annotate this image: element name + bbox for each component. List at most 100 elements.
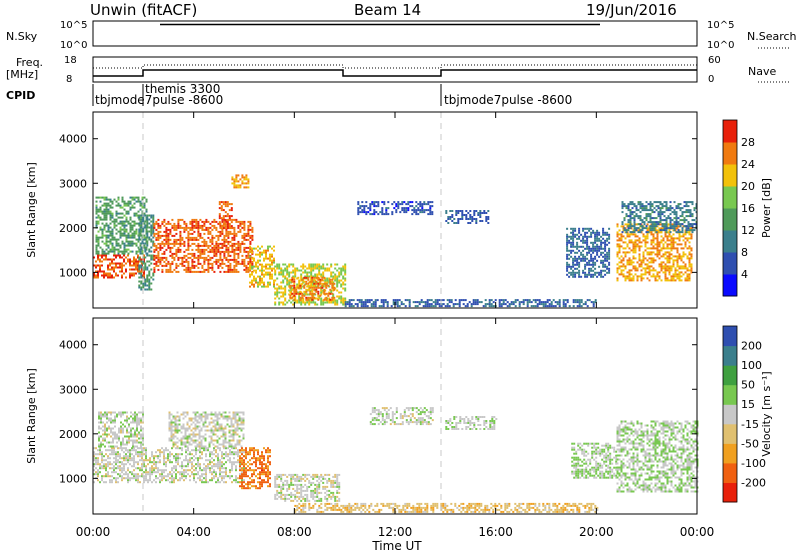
power-cell [175, 228, 178, 231]
power-cell [138, 214, 141, 217]
power-cell [336, 301, 339, 304]
power-cell [211, 266, 214, 269]
power-cell [298, 299, 301, 302]
power-cell [161, 240, 164, 243]
power-cell [239, 248, 242, 251]
velocity-cell [115, 471, 117, 474]
velocity-cell [131, 473, 133, 476]
power-cell [97, 256, 99, 259]
power-cell [193, 266, 196, 269]
velocity-cell [169, 461, 171, 464]
power-cell [144, 288, 147, 291]
power-cell [465, 214, 468, 216]
velocity-cell [112, 411, 114, 414]
power-cell [634, 243, 637, 246]
power-cell [322, 263, 325, 266]
power-cell [639, 215, 642, 218]
power-cell [649, 205, 652, 208]
velocity-cell [101, 451, 103, 454]
power-cell [213, 226, 216, 229]
power-cell [203, 220, 206, 223]
velocity-cell [195, 469, 197, 472]
power-cell [550, 301, 553, 304]
velocity-cell [177, 463, 179, 466]
power-colorbar-swatch [723, 186, 737, 209]
velocity-cell [99, 467, 101, 470]
power-cell [540, 303, 543, 306]
velocity-cell [221, 451, 223, 454]
velocity-cell [123, 457, 125, 460]
power-cell [105, 256, 107, 259]
power-cell [653, 221, 656, 224]
power-cell [637, 231, 640, 234]
power-cell [626, 223, 629, 226]
power-cell [682, 235, 685, 238]
power-cell [305, 276, 308, 279]
velocity-cell [110, 435, 112, 438]
power-cell [155, 262, 158, 265]
power-cell [185, 228, 188, 231]
velocity-cell [165, 449, 167, 452]
power-cell [606, 259, 609, 262]
power-cell [644, 257, 647, 260]
power-cell [322, 273, 325, 276]
power-cell [626, 277, 629, 280]
power-cell [311, 278, 314, 281]
power-cell [393, 201, 396, 204]
power-cell [329, 298, 332, 301]
power-cell [582, 235, 585, 238]
velocity-cell [197, 463, 199, 466]
power-cell [648, 261, 651, 264]
power-cell [576, 305, 579, 308]
velocity-cell [109, 461, 111, 464]
power-cell [536, 303, 539, 306]
power-cell [171, 246, 174, 249]
power-cell [292, 299, 295, 302]
power-cell [197, 270, 200, 273]
velocity-cell [111, 471, 113, 474]
velocity-cell [207, 481, 209, 484]
power-cell [324, 279, 327, 282]
velocity-cell [205, 465, 207, 468]
power-cell [227, 268, 230, 271]
power-cell [195, 226, 198, 229]
velocity-cell [199, 467, 201, 470]
power-cell [576, 251, 579, 254]
power-cell [109, 206, 112, 209]
power-cell [643, 217, 646, 220]
velocity-cell [115, 451, 117, 454]
power-cell [317, 282, 320, 285]
power-cell [119, 256, 121, 259]
power-cell [249, 258, 252, 261]
power-cell [385, 211, 388, 214]
power-cell [644, 249, 647, 252]
power-cell [197, 244, 200, 247]
power-cell [570, 245, 573, 248]
power-cell [655, 225, 658, 228]
power-cell [448, 299, 451, 302]
velocity-cell [114, 431, 116, 434]
power-cell [323, 288, 326, 291]
power-cell [385, 207, 388, 210]
velocity-cell [117, 447, 119, 450]
power-cell [429, 207, 432, 210]
power-cell [669, 205, 672, 208]
velocity-cell [237, 453, 239, 456]
velocity-cell [213, 475, 215, 478]
velocity-cell [179, 447, 181, 450]
velocity-cell [147, 481, 149, 484]
power-cell [286, 301, 289, 304]
velocity-cell [115, 461, 117, 464]
power-cell [651, 229, 654, 232]
power-cell [578, 263, 581, 266]
velocity-cell [153, 463, 155, 466]
power-cell [360, 305, 363, 308]
power-cell [315, 288, 318, 291]
power-cell [636, 239, 639, 242]
power-cell [669, 223, 672, 226]
power-cell [145, 208, 148, 211]
power-cell [600, 235, 603, 238]
velocity-cell [100, 417, 102, 420]
power-cell [578, 245, 581, 248]
power-cell [125, 238, 128, 241]
